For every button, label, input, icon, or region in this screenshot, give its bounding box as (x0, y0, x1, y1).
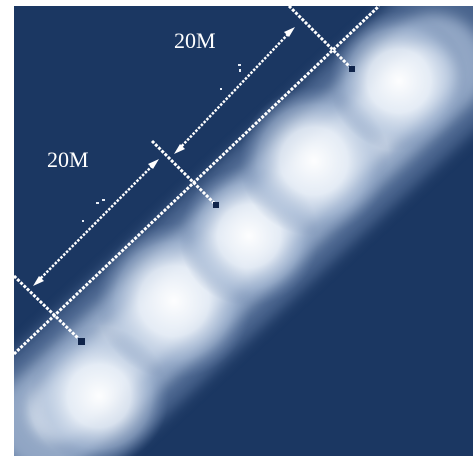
dimension-lower-arrow-start (33, 276, 44, 286)
speck (82, 220, 84, 222)
dimension-label-upper: 20M (174, 28, 216, 53)
route-tick-bottom-marker (78, 338, 85, 345)
speck (239, 69, 241, 72)
speck (96, 202, 99, 204)
route-line (14, 6, 381, 356)
route-tick-bottom (14, 274, 84, 344)
dimension-upper-arrow-start (174, 144, 185, 154)
dimension-lower (33, 159, 159, 286)
dimension-upper-arrow-end (284, 27, 295, 37)
airway-distance-diagram: 20M 20M (14, 6, 473, 456)
route-tick-middle-marker (213, 202, 219, 208)
glow-blob (329, 11, 469, 151)
dimension-label-lower: 20M (47, 147, 89, 172)
route-tick-top-marker (349, 66, 355, 72)
route-tick-top (287, 6, 354, 71)
dimension-upper-line (178, 31, 291, 150)
dimension-lower-line (37, 163, 155, 282)
speck (102, 199, 105, 201)
speck (220, 88, 222, 90)
speck (238, 64, 241, 66)
glow-band (14, 6, 473, 456)
route-tick-middle (150, 139, 218, 207)
specks (82, 64, 241, 222)
dimension-lower-arrow-end (148, 159, 159, 169)
dimension-upper (174, 27, 295, 154)
